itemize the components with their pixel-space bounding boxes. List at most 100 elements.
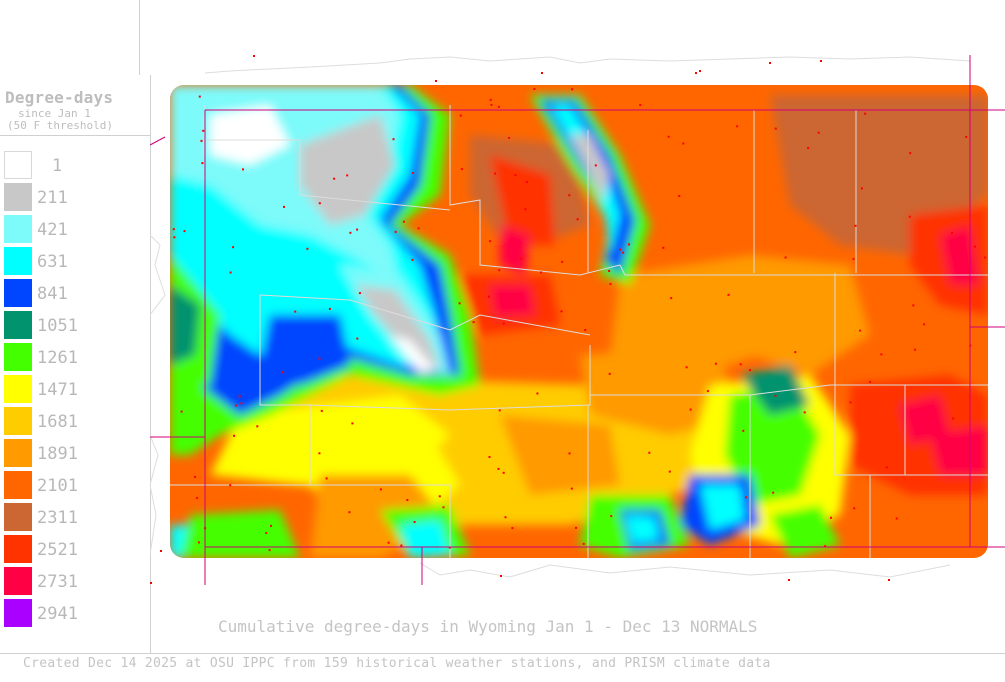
station-marker bbox=[489, 98, 492, 101]
station-marker bbox=[240, 402, 243, 405]
station-marker bbox=[951, 232, 953, 234]
station-marker bbox=[774, 127, 777, 130]
station-marker bbox=[281, 371, 283, 374]
station-marker bbox=[472, 321, 475, 324]
legend-value: 2521 bbox=[37, 540, 78, 560]
station-marker bbox=[570, 487, 573, 490]
station-marker bbox=[744, 496, 747, 499]
station-marker bbox=[853, 507, 856, 510]
station-marker bbox=[628, 243, 630, 246]
station-marker bbox=[172, 228, 175, 231]
station-marker bbox=[196, 497, 199, 500]
state-boundary bbox=[150, 55, 1005, 585]
station-marker bbox=[413, 521, 416, 523]
station-marker bbox=[270, 524, 272, 527]
legend-swatch bbox=[4, 151, 32, 179]
station-marker bbox=[358, 292, 361, 295]
legend-entry: 2731 bbox=[4, 567, 144, 595]
station-marker bbox=[984, 256, 987, 259]
legend-header: Degree-days since Jan 1 (50 F threshold) bbox=[0, 75, 150, 136]
station-marker bbox=[923, 323, 926, 326]
frame-line-top bbox=[139, 0, 140, 75]
station-marker bbox=[229, 484, 232, 487]
station-marker bbox=[392, 138, 395, 141]
legend-entry: 631 bbox=[4, 247, 144, 275]
station-marker bbox=[524, 208, 527, 211]
station-marker bbox=[973, 245, 976, 248]
legend-swatch bbox=[4, 407, 32, 435]
station-marker bbox=[349, 231, 352, 234]
station-marker bbox=[859, 329, 862, 332]
station-marker bbox=[265, 532, 268, 534]
station-marker bbox=[817, 131, 820, 134]
station-marker bbox=[561, 260, 564, 263]
legend-entry: 1681 bbox=[4, 407, 144, 435]
color-field bbox=[170, 85, 988, 558]
station-marker bbox=[739, 363, 742, 366]
station-marker bbox=[328, 307, 331, 310]
legend-value: 631 bbox=[37, 252, 68, 272]
station-marker bbox=[668, 470, 671, 473]
station-marker bbox=[622, 251, 625, 254]
station-marker bbox=[488, 456, 491, 458]
station-marker bbox=[197, 541, 200, 544]
legend-swatch bbox=[4, 375, 32, 403]
station-marker bbox=[202, 129, 205, 132]
wyoming-map-svg bbox=[150, 55, 1005, 585]
station-marker bbox=[830, 516, 832, 519]
station-marker bbox=[229, 271, 232, 274]
legend-entry: 1891 bbox=[4, 439, 144, 467]
legend-swatch bbox=[4, 471, 32, 499]
legend-subtitle-since: since Jan 1 bbox=[18, 107, 91, 120]
station-marker bbox=[575, 526, 577, 529]
station-marker bbox=[497, 467, 500, 470]
station-marker bbox=[749, 369, 751, 372]
legend-entry: 841 bbox=[4, 279, 144, 307]
legend-entry: 211 bbox=[4, 183, 144, 211]
legend-value: 2311 bbox=[37, 508, 78, 528]
station-marker bbox=[568, 452, 571, 455]
legend-swatch bbox=[4, 215, 32, 243]
station-marker bbox=[502, 322, 505, 325]
station-marker bbox=[256, 425, 259, 428]
station-marker bbox=[497, 105, 500, 108]
station-marker bbox=[908, 215, 911, 218]
station-marker bbox=[689, 408, 692, 411]
station-marker bbox=[508, 136, 510, 139]
station-marker bbox=[233, 434, 236, 437]
station-marker bbox=[490, 103, 493, 106]
station-marker bbox=[533, 88, 536, 90]
station-marker bbox=[180, 410, 183, 413]
station-marker bbox=[318, 452, 321, 455]
legend-value: 1051 bbox=[37, 316, 78, 336]
station-marker bbox=[608, 270, 611, 272]
station-marker bbox=[714, 362, 717, 365]
station-marker bbox=[608, 372, 611, 375]
station-marker bbox=[498, 269, 501, 272]
legend-value: 841 bbox=[37, 284, 68, 304]
station-marker bbox=[885, 466, 888, 469]
station-marker bbox=[242, 168, 244, 171]
station-marker bbox=[504, 516, 507, 519]
legend-entry: 1 bbox=[4, 151, 144, 179]
station-marker bbox=[498, 409, 501, 412]
station-marker bbox=[400, 544, 403, 547]
station-marker bbox=[571, 88, 574, 91]
station-marker bbox=[952, 417, 955, 420]
station-marker bbox=[670, 297, 673, 300]
legend-value: 1 bbox=[52, 156, 63, 176]
station-marker bbox=[356, 228, 359, 231]
legend-swatch bbox=[4, 567, 32, 595]
station-marker bbox=[520, 257, 523, 260]
legend-entry: 421 bbox=[4, 215, 144, 243]
station-marker bbox=[460, 168, 463, 171]
station-marker bbox=[667, 135, 670, 138]
station-marker bbox=[568, 194, 571, 197]
station-marker bbox=[238, 395, 241, 398]
legend: Degree-days since Jan 1 (50 F threshold)… bbox=[0, 75, 150, 653]
station-marker bbox=[325, 477, 328, 480]
station-marker bbox=[198, 95, 201, 98]
station-marker bbox=[852, 258, 855, 261]
legend-value: 421 bbox=[37, 220, 68, 240]
station-marker bbox=[536, 392, 539, 395]
